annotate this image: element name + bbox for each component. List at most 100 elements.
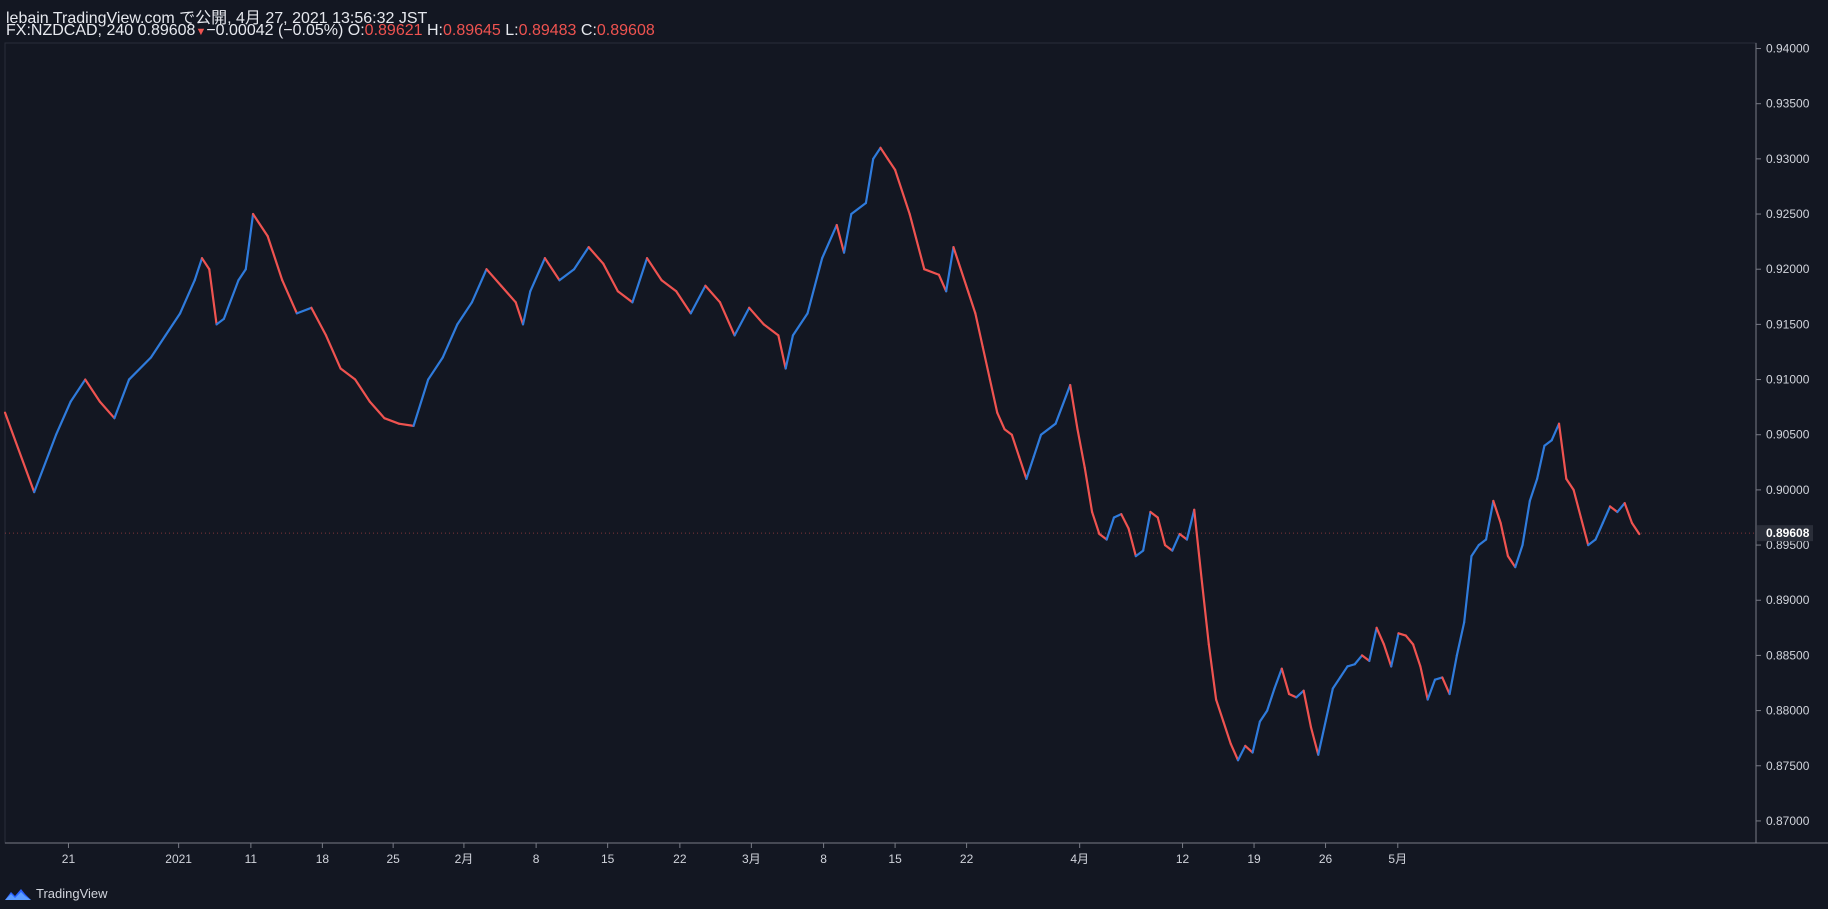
series-segment — [1426, 678, 1437, 701]
price-tick-label: 0.90500 — [1766, 428, 1810, 442]
series-segment — [1346, 663, 1356, 668]
series-segment — [908, 212, 926, 271]
series-segment — [988, 378, 999, 414]
series-segment — [791, 312, 809, 337]
series-segment — [1134, 549, 1145, 558]
series-segment — [1397, 632, 1407, 637]
series-segment — [893, 168, 911, 216]
price-tick-label: 0.92500 — [1766, 207, 1810, 221]
series-segment — [200, 257, 211, 271]
series-segment — [208, 268, 218, 326]
series-segment — [281, 279, 298, 315]
series-segment — [879, 146, 889, 160]
series-segment — [1411, 643, 1422, 668]
tradingview-logo-icon — [5, 888, 31, 900]
series-segment — [1353, 654, 1364, 666]
series-segment — [981, 345, 992, 381]
series-segment — [675, 290, 692, 315]
price-tick-label: 0.93000 — [1766, 152, 1810, 166]
series-segment — [1258, 709, 1269, 723]
tradingview-footer[interactable]: TradingView — [4, 886, 108, 901]
price-tick-label: 0.88500 — [1766, 648, 1810, 662]
time-tick-label: 22 — [673, 852, 687, 866]
series-segment — [33, 433, 58, 494]
price-tick-label: 0.90000 — [1766, 483, 1810, 497]
series-segment — [806, 257, 824, 315]
series-segment — [1295, 689, 1305, 699]
series-segment — [1302, 689, 1313, 729]
price-tick-label: 0.88000 — [1766, 704, 1810, 718]
series-segment — [704, 284, 722, 304]
time-tick-label: 18 — [316, 852, 330, 866]
series-segment — [1149, 510, 1159, 519]
series-segment — [1112, 513, 1123, 519]
series-segment — [1127, 527, 1137, 558]
open-label: O: — [347, 22, 365, 39]
series-segment — [1514, 543, 1524, 569]
series-segment — [149, 334, 167, 359]
series-segment — [1090, 510, 1101, 536]
last-price-badge-label: 0.89608 — [1766, 526, 1810, 540]
series-segment — [587, 246, 605, 265]
price-tick-label: 0.87000 — [1766, 814, 1810, 828]
series-segment — [1419, 665, 1429, 701]
series-segment — [1557, 422, 1568, 480]
time-tick-label: 8 — [533, 852, 540, 866]
series-segment — [748, 306, 765, 326]
price-axis[interactable]: 0.94000 0.93500 0.93000 0.92500 0.92000 0.915… — [1756, 42, 1810, 828]
series-segment — [996, 411, 1006, 431]
series-segment — [397, 422, 415, 427]
series-segment — [784, 334, 795, 370]
series-segment — [1630, 521, 1641, 536]
series-segment — [1587, 538, 1597, 547]
series-segment — [1010, 433, 1021, 458]
series-segment — [923, 268, 940, 276]
series-segment — [514, 301, 525, 326]
series-segment — [1236, 744, 1247, 762]
high-label: H: — [426, 22, 443, 39]
series-segment — [1317, 720, 1327, 756]
series-segment — [842, 212, 853, 254]
series-segment — [1594, 521, 1604, 541]
series-segment — [383, 417, 401, 425]
series-segment — [974, 312, 984, 348]
series-segment — [1579, 516, 1590, 547]
price-series[interactable] — [3, 146, 1641, 762]
series-segment — [1455, 621, 1466, 657]
series-segment — [1207, 643, 1218, 701]
time-tick-label: 4月 — [1070, 852, 1089, 866]
series-segment — [1477, 538, 1488, 547]
series-segment — [572, 246, 590, 271]
price-change: −0.00042 (−0.05%) — [206, 22, 344, 39]
series-segment — [886, 157, 897, 171]
series-segment — [1309, 726, 1320, 756]
series-segment — [500, 284, 517, 304]
symbol-label[interactable]: FX:NZDCAD, 240 — [6, 22, 134, 39]
time-tick-label: 22 — [960, 852, 974, 866]
publish-info: lebain TradingView.com で公開, 4月 27, 2021 … — [6, 10, 428, 27]
series-segment — [1528, 477, 1539, 503]
series-segment — [872, 146, 882, 160]
series-segment — [368, 400, 386, 420]
last-price-badge: 0.89608 — [1757, 525, 1813, 542]
time-axis[interactable]: 21 2021 11 18 25 2月 8 15 22 3月 8 15 22 4月 12 19 26 5月 — [62, 843, 1407, 866]
series-segment — [864, 157, 875, 205]
time-tick-label: 5月 — [1388, 852, 1407, 866]
series-segment — [945, 246, 955, 293]
series-segment — [1433, 676, 1444, 681]
series-segment — [1463, 555, 1473, 624]
series-segment — [1222, 720, 1232, 745]
series-segment — [244, 212, 255, 271]
series-segment — [1441, 676, 1451, 696]
series-segment — [1076, 428, 1086, 469]
series-segment — [1470, 543, 1480, 558]
series-segment — [1193, 508, 1203, 580]
series-segment — [521, 290, 532, 326]
low-value: 0.89483 — [518, 22, 577, 39]
series-segment — [1324, 687, 1334, 723]
series-segment — [470, 268, 488, 304]
down-arrow-icon: ▼ — [195, 26, 207, 38]
series-segment — [1572, 488, 1583, 519]
series-segment — [631, 257, 649, 304]
